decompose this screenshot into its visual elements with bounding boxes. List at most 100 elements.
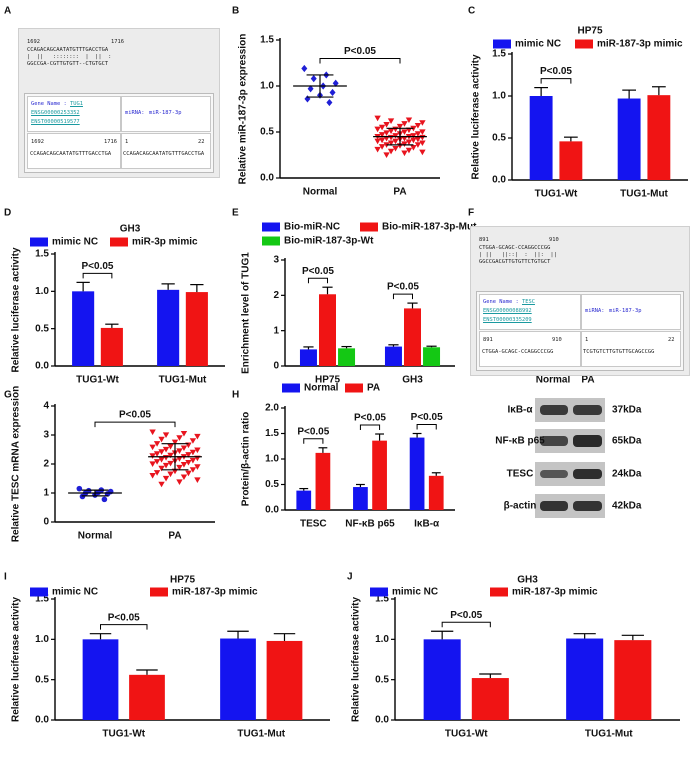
mirna-sequence: GGCCGA-CGTTGTGTT--CTGTGCT: [27, 61, 109, 67]
data-point: [387, 140, 395, 147]
data-point: [405, 117, 413, 124]
data-point: [419, 129, 426, 135]
position: 910: [549, 237, 559, 243]
data-point: [329, 88, 336, 97]
data-point: [153, 459, 161, 465]
x-tick-label: TUG1-Mut: [620, 189, 668, 200]
x-tick-label: TUG1-Wt: [445, 729, 488, 740]
blot-column: PA: [581, 375, 594, 386]
legend-label: PA: [367, 383, 380, 394]
mirna-label: miRNA:: [585, 308, 605, 314]
y-tick-label: 0.5: [265, 479, 279, 490]
significance-bracket: [359, 424, 381, 431]
position: 1: [585, 337, 589, 343]
data-point: [392, 145, 399, 152]
legend-swatch: [282, 383, 300, 393]
data-point: [392, 133, 399, 139]
transcript-id[interactable]: ENST00000335209: [483, 317, 532, 323]
significance-label: P<0.05: [297, 426, 329, 437]
target-sequence: CCAGACAGCAATATGTTTGACCTGA: [27, 47, 109, 53]
match-line: | || :::::::: | || :: [27, 54, 112, 60]
data-point: [180, 461, 188, 468]
mirna-cell: miRNA: miR-187-3p: [121, 96, 211, 132]
bar: [428, 475, 444, 510]
error-bar: [426, 345, 437, 348]
data-point: [378, 132, 386, 138]
target-sequence: CTGGA-GCAGC-CCAGGCCCGG: [479, 245, 551, 251]
data-point: [405, 139, 413, 146]
error-bar: [227, 630, 249, 639]
y-tick-label: 0.5: [35, 674, 49, 685]
panel-letter: C: [468, 6, 475, 17]
y-tick-label: 3: [273, 255, 279, 266]
bar: [338, 348, 356, 366]
gene-name[interactable]: TESC: [522, 299, 535, 305]
significance-bracket: [100, 624, 148, 630]
position: 891: [483, 337, 493, 343]
gene-id[interactable]: ENSG00000088992: [483, 308, 532, 314]
transcript-id[interactable]: ENST00000519577: [31, 119, 80, 125]
data-point: [149, 473, 156, 479]
data-point: [189, 467, 197, 473]
data-point: [414, 142, 422, 148]
bar: [185, 292, 208, 366]
position: 1716: [111, 39, 124, 45]
chart-panel: D GH3 Relative luciferase activity 0.0 0.5 1.…: [4, 208, 225, 386]
error-bar: [431, 472, 441, 476]
y-tick-label: 0.0: [265, 505, 279, 516]
y-tick-label: 1.0: [35, 634, 49, 645]
data-point: [194, 477, 201, 483]
gene-label: Gene Name :: [31, 101, 67, 107]
data-point: [301, 64, 308, 73]
gene-id[interactable]: ENSG00000253352: [31, 110, 80, 116]
bar: [529, 96, 553, 180]
bar: [409, 437, 425, 510]
gene-label: Gene Name :: [483, 299, 519, 305]
bar: [384, 346, 402, 366]
error-bar: [299, 487, 309, 491]
legend-swatch: [575, 39, 593, 49]
y-tick-label: 0: [43, 517, 49, 528]
error-bar: [341, 345, 352, 349]
sd-bar: [81, 489, 109, 497]
chart-panel: J GH3 Relative luciferase activity 0.0 0.5 1.…: [347, 572, 680, 740]
blot-protein: NF-κB p65: [495, 436, 545, 447]
data-point: [167, 471, 174, 478]
data-point: [304, 95, 311, 103]
data-point: [419, 120, 426, 126]
match-line: | || ||::| : ||: ||: [479, 252, 557, 258]
gene-cell: Gene Name : TESC ENSG00000088992 ENST000…: [479, 294, 581, 330]
x-tick-label: TUG1-Mut: [237, 729, 285, 740]
gene-cell: Gene Name : TUG1 ENSG00000253352 ENST000…: [27, 96, 121, 132]
data-point: [378, 124, 386, 131]
significance-label: P<0.05: [387, 282, 419, 293]
legend-label: mimic NC: [52, 237, 98, 248]
significance-bracket: [441, 621, 491, 628]
data-point: [76, 485, 83, 492]
error-bar: [431, 630, 454, 640]
bar: [299, 349, 317, 366]
data-point: [153, 451, 161, 457]
mirna-site-sequence: TCGTGTCTTGTGTTGCAGCCGG: [583, 349, 655, 355]
data-point: [401, 121, 408, 127]
data-point: [410, 145, 417, 151]
chart-panel: B Relative miR-187-3p expression 0.0 0.5 1.0…: [232, 6, 440, 198]
y-tick-label: 0.5: [375, 674, 389, 685]
data-point: [189, 449, 197, 456]
data-point: [307, 85, 314, 93]
bar: [319, 294, 336, 366]
error-bar: [318, 447, 328, 453]
data-point: [414, 131, 422, 137]
mirna-site-sequence: CCAGACAGCAATATGTTTGACCTGA: [123, 151, 205, 157]
mirna-name: miR-187-3p: [149, 110, 182, 116]
data-point: [167, 452, 174, 459]
significance-bracket: [416, 424, 437, 430]
error-bar: [652, 86, 666, 96]
blot-band: [540, 470, 568, 478]
data-point: [176, 448, 183, 454]
panel-letter: I: [4, 572, 7, 583]
gene-name[interactable]: TUG1: [70, 101, 83, 107]
bar: [353, 487, 368, 510]
data-point: [401, 129, 408, 135]
